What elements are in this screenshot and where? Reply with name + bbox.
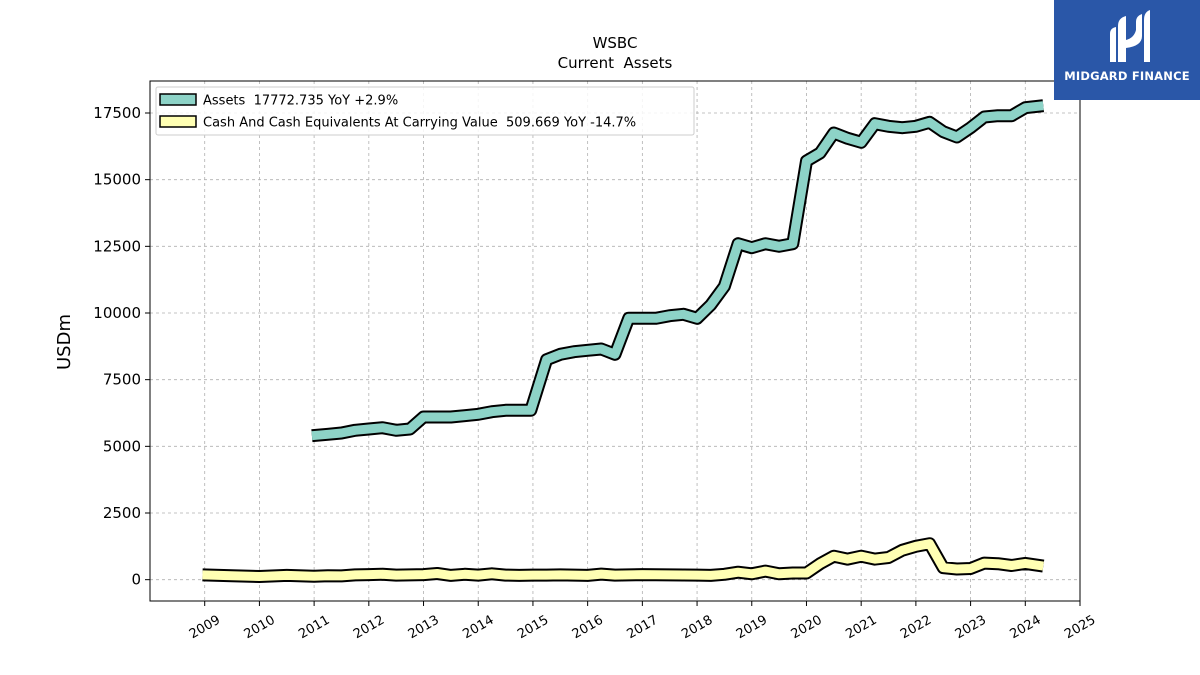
series-line-assets (311, 101, 1044, 441)
y-tick-label: 2500 (103, 504, 141, 522)
y-axis-label: USDm (54, 314, 75, 370)
x-tick-label: 2017 (625, 613, 661, 643)
x-tick-label: 2019 (734, 613, 770, 643)
logo-text: MIDGARD FINANCE (1064, 69, 1190, 83)
series-line-assets-outline (311, 99, 1045, 443)
y-tick-label: 5000 (103, 437, 141, 455)
plot-frame (149, 80, 1081, 602)
x-tick-label: 2020 (789, 613, 825, 643)
x-tick-label: 2009 (187, 613, 223, 643)
x-tick-label: 2022 (898, 613, 934, 643)
legend: Assets 17772.735 YoY +2.9% Cash And Cash… (155, 86, 695, 136)
x-tick-label: 2011 (296, 613, 332, 643)
x-tick-label: 2012 (351, 613, 387, 643)
legend-box (155, 86, 695, 136)
chart-title: WSBC (593, 34, 638, 52)
series-line-cash (202, 539, 1044, 581)
series-lines (202, 99, 1045, 583)
x-tick-label: 2024 (1007, 613, 1043, 643)
x-axis: 2009 2010 2011 2012 2013 2014 2015 2016 2017 2018… (187, 601, 1098, 642)
x-tick-label: 2025 (1062, 613, 1098, 643)
y-axis: 0 2500 5000 7500 10000 12500 15000 17500 (93, 104, 150, 589)
y-tick-label: 15000 (93, 171, 141, 189)
x-tick-label: 2013 (406, 613, 442, 643)
x-tick-label: 2016 (570, 613, 606, 643)
x-tick-label: 2021 (843, 613, 879, 643)
x-tick-label: 2014 (460, 613, 496, 643)
x-tick-label: 2015 (515, 613, 551, 643)
x-tick-label: 2018 (679, 613, 715, 643)
brand-logo: MIDGARD FINANCE (1054, 0, 1200, 100)
chart-subtitle: Current Assets (558, 54, 673, 72)
x-tick-label: 2023 (953, 613, 989, 643)
legend-swatch-assets (159, 93, 197, 106)
x-tick-label: 2010 (242, 613, 278, 643)
y-tick-label: 7500 (103, 371, 141, 389)
y-tick-label: 10000 (93, 304, 141, 322)
y-tick-label: 0 (131, 571, 141, 589)
y-tick-label: 12500 (93, 237, 141, 255)
legend-label-assets: Assets 17772.735 YoY +2.9% (203, 94, 398, 109)
legend-label-cash: Cash And Cash Equivalents At Carrying Va… (203, 116, 636, 131)
legend-swatch-cash (159, 115, 197, 128)
y-tick-label: 17500 (93, 104, 141, 122)
logo-mark-icon (1110, 10, 1150, 62)
